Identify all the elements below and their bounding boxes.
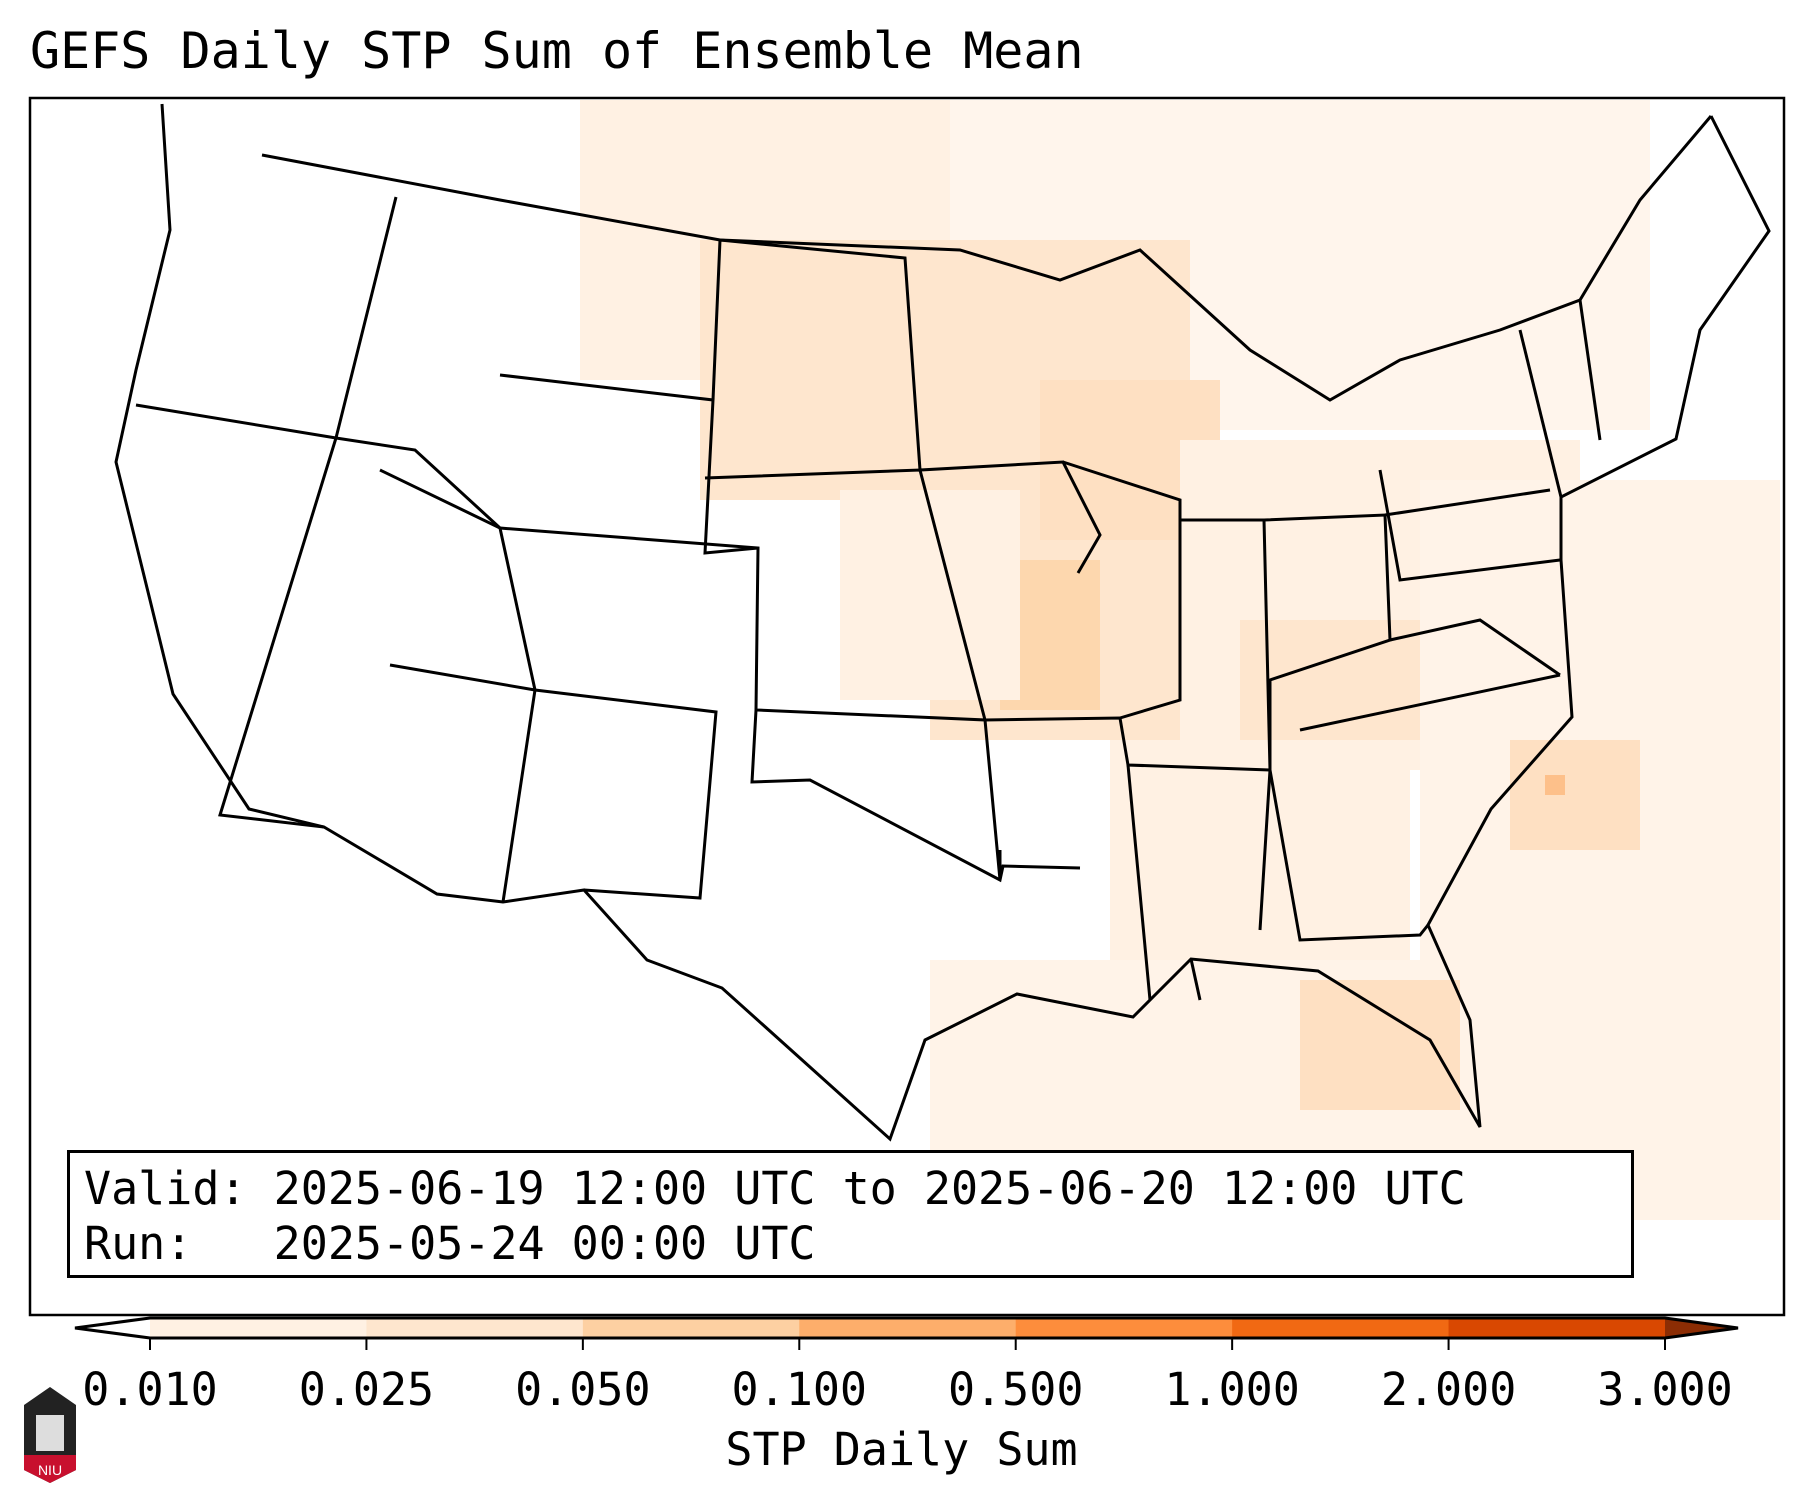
run-label: Run: <box>84 1217 193 1270</box>
colorbar-extend-min <box>75 1318 150 1338</box>
colorbar-tick-label: 1.000 <box>1164 1363 1300 1416</box>
state-boundaries <box>114 103 1771 1142</box>
map-title: GEFS Daily STP Sum of Ensemble Mean <box>30 22 1084 80</box>
colorbar-segment <box>582 1318 800 1338</box>
colorbar-tick-label: 0.050 <box>515 1363 651 1416</box>
colorbar-tick-label: 2.000 <box>1380 1363 1517 1416</box>
colorbar-tick-label: 3.000 <box>1597 1363 1733 1416</box>
colorbar-segment <box>150 1318 367 1338</box>
colorbar-tick-label: 0.500 <box>947 1363 1084 1416</box>
valid-run-info-box: Valid: 2025-06-19 12:00 UTC to 2025-06-2… <box>67 1150 1634 1278</box>
colorbar-tick-label: 0.025 <box>298 1363 435 1416</box>
run-time: 2025-05-24 00:00 UTC <box>273 1217 816 1270</box>
colorbar-segment <box>799 1318 1017 1338</box>
colorbar-segment <box>1232 1318 1450 1338</box>
colorbar-segment <box>1448 1318 1666 1338</box>
valid-label: Valid: <box>84 1162 247 1215</box>
colorbar-segment <box>1015 1318 1233 1338</box>
colorbar-label: STP Daily Sum <box>725 1423 1078 1476</box>
colorbar-segment <box>366 1318 584 1338</box>
map-frame <box>28 96 1786 1317</box>
colorbar <box>74 1316 1739 1350</box>
colorbar-tick-label: 0.010 <box>82 1363 218 1416</box>
valid-time: 2025-06-19 12:00 UTC to 2025-06-20 12:00… <box>273 1162 1466 1215</box>
niu-logo: NIU <box>24 1387 76 1483</box>
colorbar-extend-max <box>1665 1318 1738 1338</box>
colorbar-tick-label: 0.100 <box>731 1363 868 1416</box>
svg-text:NIU: NIU <box>38 1462 62 1478</box>
